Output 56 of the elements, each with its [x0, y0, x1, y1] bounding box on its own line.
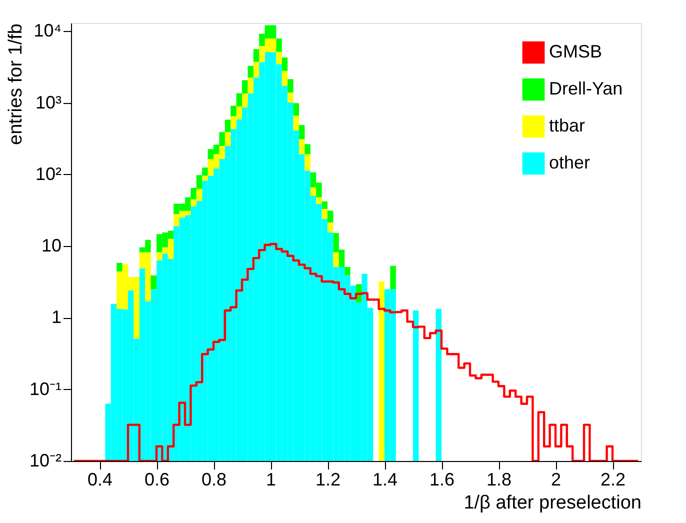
legend-label: GMSB — [549, 42, 602, 62]
bar — [253, 49, 260, 62]
bar — [282, 70, 288, 86]
bar — [333, 252, 339, 268]
y-tick-label: 1 — [51, 307, 62, 328]
legend-label: other — [549, 152, 590, 172]
x-axis-title: 1/β after preselection — [464, 492, 642, 514]
bar — [150, 275, 156, 290]
legend-label: ttbar — [549, 116, 586, 136]
x-tick-label: 1.2 — [315, 470, 341, 490]
bar — [328, 222, 334, 232]
bar — [224, 120, 231, 132]
bar — [282, 57, 288, 71]
bar — [328, 210, 334, 222]
y-tick-label: 10⁻² — [29, 450, 62, 470]
bar — [288, 79, 294, 93]
x-tick-label: 2.2 — [600, 470, 626, 490]
bar — [288, 92, 294, 102]
bar — [248, 78, 254, 94]
bar — [304, 144, 310, 154]
x-tick-label: 2 — [550, 470, 562, 490]
x-tick-label: 1.8 — [486, 470, 512, 490]
bar — [304, 154, 310, 171]
x-tick-label: 0.8 — [201, 470, 227, 490]
bar — [276, 52, 282, 64]
bar — [248, 66, 254, 78]
x-tick-label: 1.6 — [429, 470, 455, 490]
bar — [293, 103, 299, 116]
bar — [413, 310, 419, 461]
y-tick-label: 10 — [41, 236, 62, 256]
bar — [310, 187, 316, 196]
bar — [276, 38, 282, 52]
y-tick-label: 10⁻¹ — [29, 378, 62, 399]
x-tick-label: 0.6 — [144, 470, 170, 490]
x-tick-label: 1 — [266, 470, 276, 490]
bar — [293, 116, 299, 131]
bar — [299, 125, 305, 140]
x-tick-label: 1.4 — [372, 470, 398, 490]
legend-label: Drell-Yan — [549, 78, 623, 98]
bar — [202, 176, 208, 181]
bar — [322, 208, 328, 219]
bar — [224, 132, 231, 146]
bar — [299, 139, 305, 154]
bar — [116, 262, 122, 272]
bar — [378, 282, 384, 461]
y-tick-label: 10⁴ — [34, 20, 62, 41]
bar — [253, 62, 260, 78]
bar — [436, 308, 442, 461]
bar — [316, 197, 322, 204]
bar — [322, 201, 328, 209]
y-tick-label: 10³ — [35, 92, 62, 112]
y-axis-title: entries for 1/fb — [5, 24, 26, 145]
y-tick-label: 10² — [35, 164, 62, 184]
bar — [390, 266, 396, 290]
bar — [344, 267, 350, 276]
x-tick-label: 0.4 — [87, 470, 113, 490]
